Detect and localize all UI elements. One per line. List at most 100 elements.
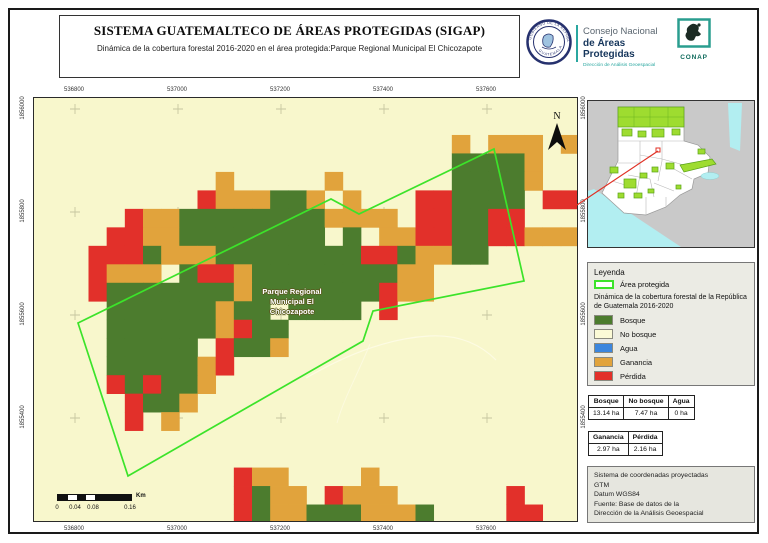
- raster-cell: [270, 245, 289, 265]
- scalebar-segment: [86, 495, 95, 500]
- raster-cell: [524, 227, 544, 247]
- raster-cell: [342, 190, 362, 210]
- scalebar-segment: [77, 495, 86, 500]
- raster-cell: [179, 301, 198, 321]
- legend-item-label: No bosque: [620, 329, 657, 339]
- raster-cell: [233, 301, 253, 321]
- raster-cell: [143, 245, 162, 265]
- raster-cell: [415, 264, 435, 284]
- raster-cell: [506, 171, 525, 191]
- raster-cell: [106, 264, 126, 284]
- raster-cell: [451, 153, 471, 173]
- raster-cell: [88, 264, 108, 284]
- raster-cell: [124, 227, 144, 247]
- raster-cell: [143, 282, 162, 302]
- org-line3: Dirección de Análisis Geoespacial: [583, 62, 656, 68]
- stat-value: 2.16 ha: [627, 443, 663, 456]
- stat-value: 2.97 ha: [588, 443, 629, 456]
- raster-cell: [124, 375, 144, 394]
- protected-area-label: Parque Regional Municipal El Chicozapote: [244, 287, 340, 317]
- raster-cell: [197, 375, 217, 394]
- graticule-cross: [379, 104, 389, 114]
- raster-cell: [433, 190, 453, 210]
- raster-cell: [270, 208, 289, 228]
- raster-cell: [161, 393, 180, 413]
- legend-item-label: Bosque: [620, 315, 646, 325]
- graticule-cross: [276, 413, 286, 423]
- raster-cell: [288, 486, 307, 505]
- raster-cell: [179, 264, 198, 284]
- raster-cell: [451, 208, 471, 228]
- raster-cell: [124, 412, 144, 431]
- raster-cell: [361, 467, 380, 487]
- raster-cell: [179, 375, 198, 394]
- x-axis-label: 537600: [475, 87, 497, 93]
- raster-cell: [288, 504, 307, 521]
- graticule-cross: [482, 310, 492, 320]
- raster-cell: [470, 208, 489, 228]
- raster-cell: [379, 301, 398, 321]
- raster-cell: [379, 486, 398, 505]
- raster-cell: [506, 153, 525, 173]
- raster-cell: [106, 375, 126, 394]
- raster-cell: [506, 190, 525, 210]
- stat-value: 13.14 ha: [587, 407, 625, 420]
- graticule-cross: [482, 413, 492, 423]
- protected-area-boundary: [76, 147, 526, 478]
- raster-cell: [124, 338, 144, 358]
- protected-area-label-line: Parque Regional: [262, 287, 322, 296]
- raster-cell: [288, 264, 307, 284]
- seal-shield-icon: [542, 33, 554, 48]
- raster-cell: [506, 227, 525, 247]
- raster-cell: [270, 227, 289, 247]
- x-axis-label: 536800: [63, 87, 85, 93]
- raster-cell: [361, 264, 380, 284]
- raster-cell: [179, 338, 198, 358]
- raster-cell: [433, 208, 453, 228]
- raster-cell: [470, 190, 489, 210]
- raster-cell: [197, 319, 217, 339]
- graticule-cross: [276, 104, 286, 114]
- raster-cell: [233, 282, 253, 302]
- raster-cell: [324, 171, 344, 191]
- raster-cell: [161, 412, 180, 431]
- legend-item: No bosque: [594, 329, 748, 340]
- raster-cell: [215, 338, 235, 358]
- raster-cell: [270, 338, 289, 358]
- header-box: SISTEMA GUATEMALTECO DE ÁREAS PROTEGIDAS…: [59, 15, 520, 78]
- raster-cell: [233, 467, 253, 487]
- scalebar-segment: [68, 495, 77, 500]
- scale-bar: [57, 494, 132, 501]
- raster-cell: [233, 227, 253, 247]
- raster-cell: [106, 245, 126, 265]
- raster-cell: [179, 319, 198, 339]
- raster-cell: [451, 227, 471, 247]
- raster-cell: [197, 301, 217, 321]
- y-axis-label: 1855600: [581, 302, 587, 326]
- raster-cell: [215, 301, 235, 321]
- change-stats-table: Ganancia Pérdida 2.97 ha 2.16 ha: [588, 431, 663, 456]
- legend-swatch: [594, 329, 613, 340]
- raster-cell: [252, 504, 271, 521]
- raster-cell: [233, 338, 253, 358]
- raster-cell: [143, 319, 162, 339]
- raster-cell: [124, 264, 144, 284]
- legend-item: Pérdida: [594, 371, 748, 382]
- raster-cell: [197, 227, 217, 247]
- raster-cell: [324, 245, 344, 265]
- raster-cell: [488, 227, 507, 247]
- raster-cell: [124, 208, 144, 228]
- stream-line: [305, 335, 497, 379]
- legend-item-label: Pérdida: [620, 371, 646, 381]
- conap-logo: CONAP: [676, 18, 712, 61]
- raster-cell: [524, 134, 544, 154]
- country-overview-inset-map: [587, 100, 755, 248]
- x-axis-label: 537000: [166, 526, 188, 532]
- raster-layer: [34, 98, 577, 521]
- raster-cell: [288, 301, 307, 321]
- legend-swatch: [594, 371, 613, 382]
- graticule-cross: [70, 310, 80, 320]
- legend-area-row: Área protegida: [594, 280, 748, 289]
- legend-item-label: Ganancia: [620, 357, 653, 367]
